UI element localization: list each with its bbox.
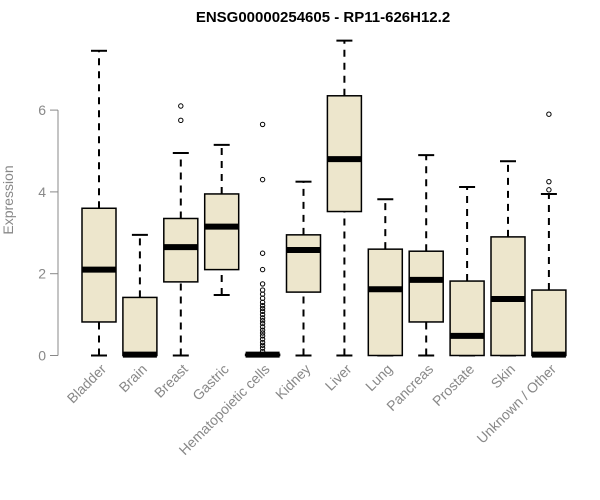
outlier-point (259, 330, 266, 336)
y-axis-label: Expression (0, 165, 16, 234)
y-tick-label: 6 (38, 102, 46, 118)
iqr-box (408, 250, 444, 323)
outlier-point (259, 327, 266, 333)
outlier-point (259, 345, 266, 351)
outlier-point (259, 320, 266, 327)
box-gastric (203, 143, 240, 296)
box-hematopoietic-cells (244, 121, 281, 358)
y-tick-label: 2 (38, 266, 46, 282)
iqr-box (367, 248, 404, 357)
outlier-point (259, 324, 266, 330)
x-tick-label: Brain (116, 361, 150, 395)
outlier-point (259, 318, 266, 324)
y-axis: 0 2 4 6 (38, 102, 59, 364)
iqr-box (449, 280, 485, 357)
x-tick-label: Lung (362, 361, 395, 394)
outlier-point (259, 302, 266, 309)
box-liver (326, 39, 363, 357)
box-lung (367, 198, 404, 357)
iqr-box (163, 217, 199, 283)
outlier-point (259, 348, 266, 355)
x-tick-label: Prostate (429, 361, 477, 409)
outlier-point (259, 266, 266, 273)
outlier-point (546, 111, 552, 117)
outlier-point (178, 103, 184, 109)
box-breast (163, 103, 199, 357)
outlier-point (259, 121, 266, 128)
iqr-box (81, 207, 117, 323)
outlier-point (546, 178, 552, 185)
outlier-point (259, 250, 266, 256)
outlier-point (259, 339, 266, 346)
x-tick-label: Bladder (64, 361, 110, 407)
iqr-box (122, 296, 158, 357)
box-unknown-other (531, 111, 567, 358)
outlier-point (259, 308, 266, 315)
iqr-box (531, 289, 567, 357)
box-brain (122, 233, 158, 358)
box-kidney (285, 180, 322, 357)
x-tick-label: Liver (322, 361, 355, 394)
outlier-point (178, 117, 184, 124)
outlier-point (259, 311, 266, 318)
outlier-point (259, 336, 266, 342)
y-tick-label: 0 (38, 348, 46, 364)
plot-area (81, 39, 567, 358)
outlier-point (259, 281, 266, 287)
outlier-point (259, 176, 266, 183)
outlier-point (259, 342, 266, 348)
x-tick-label: Kidney (272, 361, 314, 403)
iqr-box (285, 234, 322, 293)
box-bladder (81, 49, 117, 357)
box-pancreas (408, 154, 444, 357)
x-tick-label: Breast (151, 361, 191, 401)
outlier-point (259, 333, 266, 339)
y-tick-label: 4 (38, 184, 46, 200)
x-tick-label: Skin (488, 361, 519, 392)
box-skin (490, 160, 526, 357)
outlier-point (259, 315, 266, 321)
outlier-point (259, 287, 266, 293)
box-prostate (449, 185, 485, 357)
outlier-point (546, 187, 552, 193)
chart-title: ENSG00000254605 - RP11-626H12.2 (196, 9, 450, 26)
outlier-point (259, 305, 266, 312)
iqr-box (203, 193, 240, 271)
iqr-box (326, 95, 363, 213)
